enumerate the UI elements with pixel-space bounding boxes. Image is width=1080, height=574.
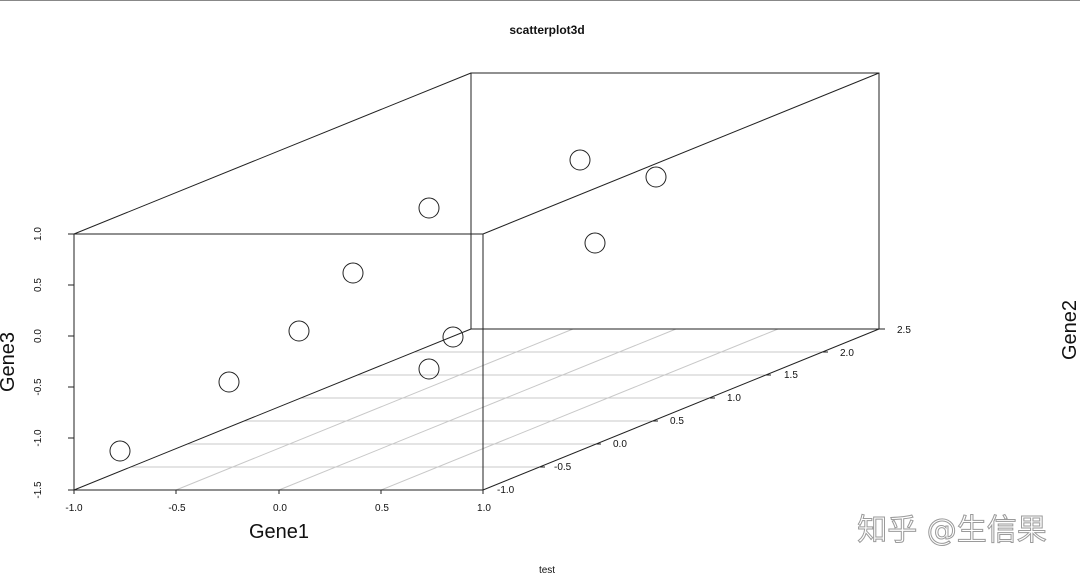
data-point <box>288 320 310 342</box>
y-tick-label: -0.5 <box>554 462 572 473</box>
x-tick-label: -1.0 <box>65 503 83 514</box>
x-tick-label: 0.5 <box>375 503 389 514</box>
y-axis <box>540 328 885 468</box>
data-point <box>645 166 667 188</box>
z-tick-label: -1.5 <box>33 481 44 499</box>
x-tick-labels: -1.0 -0.5 0.0 0.5 1.0 <box>65 503 491 514</box>
z-tick-label: -1.0 <box>33 429 44 447</box>
x-tick-label: 0.0 <box>273 503 287 514</box>
chart-title: scatterplot3d <box>509 23 584 37</box>
window-top-border <box>0 0 1080 1</box>
x-axis <box>73 490 484 494</box>
x-axis-label: Gene1 <box>249 521 309 543</box>
z-axis-label: Gene3 <box>0 332 19 392</box>
data-point <box>342 262 364 284</box>
z-axis <box>68 233 74 491</box>
y-tick-label: 0.5 <box>670 416 684 427</box>
y-tick-label: 1.5 <box>784 370 798 381</box>
z-tick-label: 0.0 <box>33 329 44 343</box>
y-axis-label: Gene2 <box>1059 300 1080 360</box>
x-tick-label: -0.5 <box>168 503 186 514</box>
z-tick-labels: 1.0 0.5 0.0 -0.5 -1.0 -1.5 <box>33 227 44 499</box>
chart-subtitle: test <box>539 565 555 574</box>
y-tick-label: -1.0 <box>497 485 515 496</box>
data-point <box>218 371 240 393</box>
z-tick-label: 1.0 <box>33 227 44 241</box>
y-tick-label: 2.5 <box>897 325 911 336</box>
data-point <box>418 197 440 219</box>
data-point <box>442 326 464 348</box>
plot-box <box>73 72 880 491</box>
floor-grid <box>130 328 823 491</box>
z-tick-label: -0.5 <box>33 378 44 396</box>
y-tick-label: 2.0 <box>840 348 854 359</box>
data-point <box>109 440 131 462</box>
data-point <box>569 149 591 171</box>
data-point <box>584 232 606 254</box>
y-tick-labels: -1.0 -0.5 0.0 0.5 1.0 1.5 2.0 2.5 <box>497 325 911 496</box>
x-tick-label: 1.0 <box>477 503 491 514</box>
data-points <box>109 149 667 462</box>
data-point <box>418 358 440 380</box>
watermark-text: 知乎 @生信果 <box>857 513 1047 548</box>
y-tick-label: 1.0 <box>727 393 741 404</box>
y-tick-label: 0.0 <box>613 439 627 450</box>
z-tick-label: 0.5 <box>33 278 44 292</box>
